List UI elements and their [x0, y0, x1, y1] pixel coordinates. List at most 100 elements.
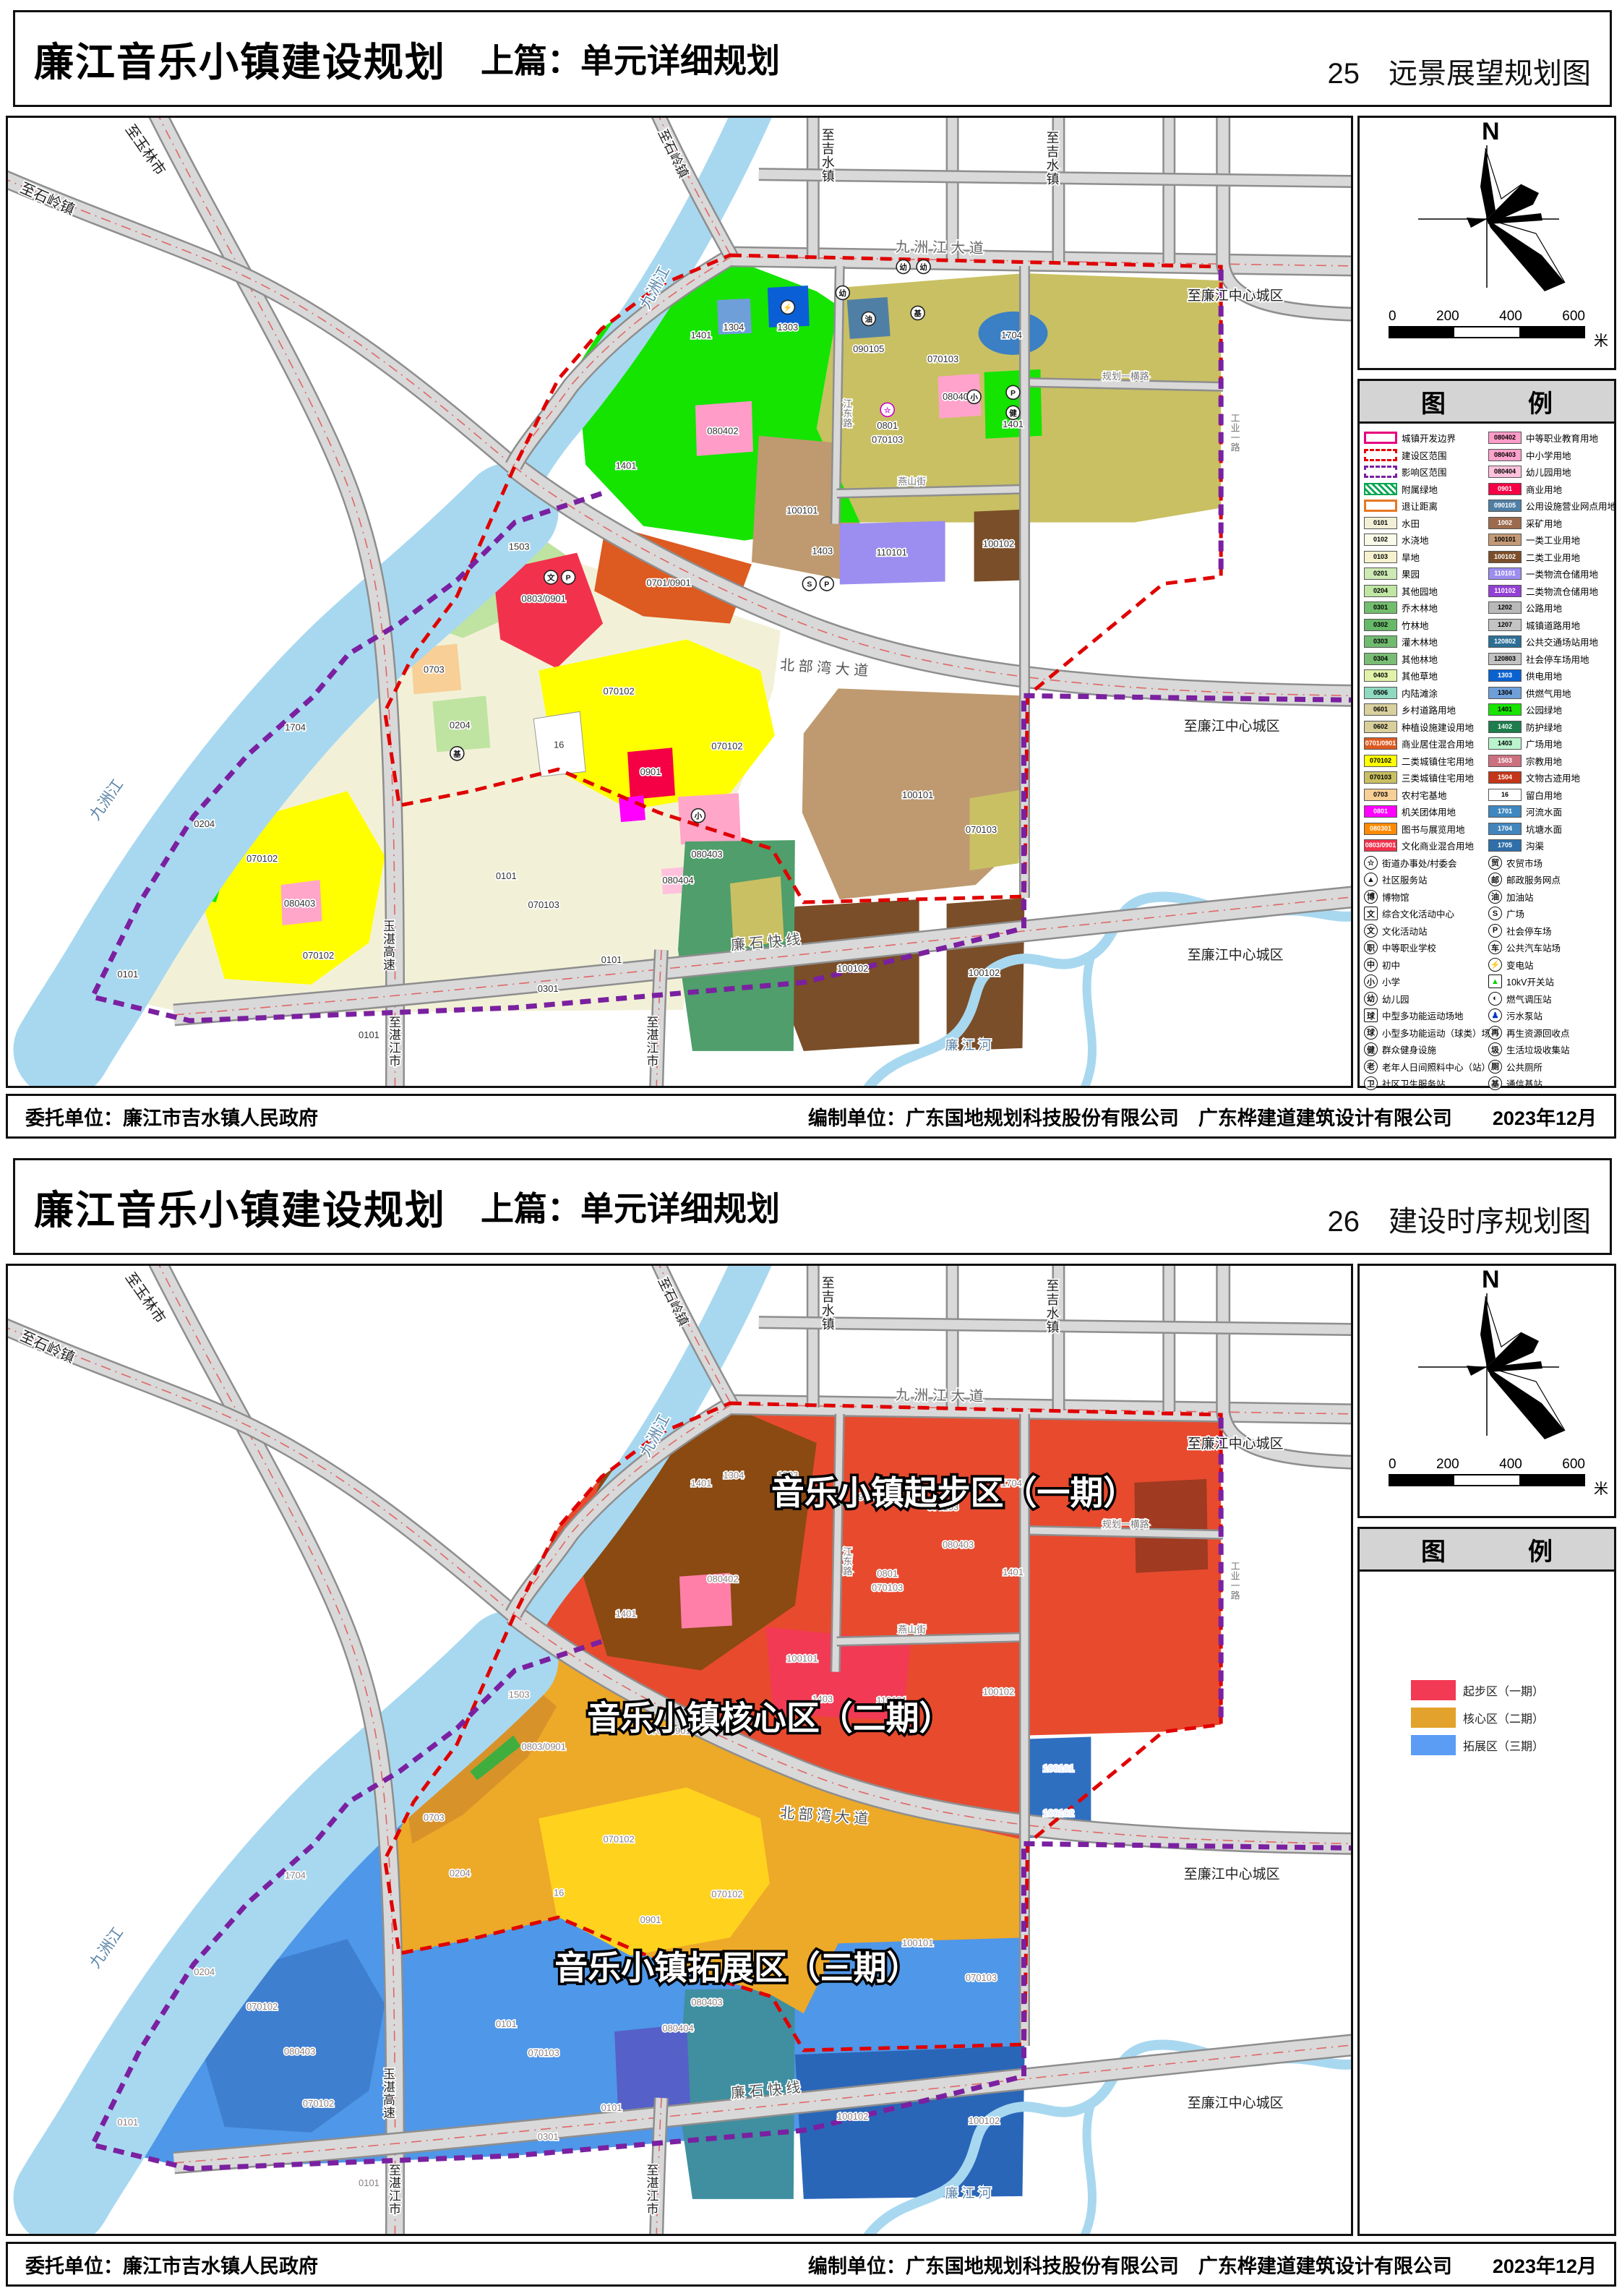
client-text-2: 委托单位：廉江市吉水镇人民政府	[25, 2255, 318, 2277]
legend-swatch: 16	[1488, 788, 1522, 801]
legend-label: 一类物流仓储用地	[1526, 570, 1599, 581]
facility-marker-glyph: 幼	[919, 262, 927, 272]
map-label: 110101	[877, 547, 907, 558]
map-label: 110101	[877, 1695, 907, 1706]
map-label: 070102	[603, 1833, 634, 1844]
map-label: 090105	[853, 1491, 884, 1502]
road-centerline	[731, 1404, 1351, 1415]
phase-label: 起步区（一期）	[1463, 1686, 1545, 1698]
legend-icon-label: 街道办事处/村委会	[1382, 858, 1457, 869]
加油站-icon: 油	[1488, 889, 1502, 904]
legend-icon-row-博物馆: 博博物馆	[1364, 888, 1485, 906]
中等职业学校-icon: 职	[1364, 941, 1378, 955]
燃气调压站-icon: ◐	[1488, 991, 1502, 1006]
panel1-title-bar: 廉江音乐小镇建设规划 上篇：单元详细规划 25 远景展望规划图	[13, 10, 1612, 107]
map-label: 080403	[691, 1997, 722, 2008]
map-label: 0901	[640, 1914, 661, 1925]
map-label: 090105	[853, 343, 884, 354]
legend-swatch: 0601	[1364, 703, 1397, 716]
road	[1024, 379, 1224, 390]
facility-marker	[802, 576, 818, 591]
legend-swatch: 0304	[1364, 652, 1397, 665]
legend-row-0204: 0204 其他园地	[1364, 583, 1485, 600]
legend-label: 三类城镇住宅用地	[1402, 774, 1475, 784]
map-label: 100101	[902, 1937, 933, 1948]
map-label: 0701/0901	[646, 1726, 690, 1736]
legend-row-080403: 080403 中小学用地	[1488, 447, 1610, 464]
legend-label: 果园	[1402, 570, 1420, 581]
legend-swatch: 1207	[1488, 618, 1522, 631]
map-label: 100101	[786, 505, 818, 516]
land-use-zone	[678, 1988, 795, 2199]
公共厕所-icon: 厕	[1488, 1059, 1502, 1074]
legend-label: 二类工业用地	[1526, 552, 1581, 563]
map-label: 玉湛高速	[383, 2068, 395, 2120]
legend-row-0304: 0304 其他林地	[1364, 651, 1485, 668]
legend-swatch: 1403	[1488, 737, 1522, 750]
legend-icon-label: 邮政服务网点	[1506, 875, 1561, 886]
map-26-phasing-plan: 1401 1401 1401 1303 1304 090105 070103 070103 07…	[6, 1264, 1353, 2236]
phase-zone-label: 音乐小镇起步区（一期）	[771, 1474, 1136, 1512]
facility-marker	[543, 570, 559, 585]
facility-marker-glyph: 油	[864, 314, 872, 324]
map-label: 至吉水镇	[822, 1276, 835, 1332]
legend-icon-label: 中型多功能运动场地	[1382, 1011, 1464, 1022]
map-label: 1401	[691, 1478, 712, 1488]
legend-row-1705: 1705 沟渠	[1488, 837, 1610, 854]
legend-row-0302: 0302 竹林地	[1364, 617, 1485, 634]
legend-label: 公共交通场站用地	[1526, 638, 1599, 648]
map-label: 1403	[812, 546, 833, 557]
map-label: 070102	[246, 853, 278, 864]
legend-icon-label: 加油站	[1506, 892, 1534, 903]
legend-label: 二类城镇住宅用地	[1402, 756, 1475, 767]
legend-swatch: 0701/0901	[1364, 737, 1397, 750]
legend-icon-label: 群众健身设施	[1382, 1045, 1437, 1056]
map-label: 0101	[496, 870, 517, 881]
map-label: 1303	[777, 322, 798, 333]
legend-row-0303: 0303 灌木林地	[1364, 633, 1485, 651]
road	[758, 169, 1351, 187]
scale-bar: 0 200 400 600 米	[1389, 309, 1608, 349]
river	[13, 1611, 559, 2234]
legend-row-120803: 120803 社会停车场用地	[1488, 651, 1610, 668]
legend-swatch: 1504	[1488, 771, 1522, 784]
legend-label: 社会停车场用地	[1526, 654, 1589, 665]
road	[1217, 1266, 1351, 1468]
map-label: 至湛江市	[647, 1016, 659, 1068]
map-label: 至吉水镇	[1046, 131, 1059, 187]
legend-icon-label: 幼儿园	[1382, 994, 1409, 1005]
facility-marker-glyph: 小	[969, 393, 978, 402]
legend-swatch: 0602	[1364, 720, 1397, 733]
legend-icon-row-通信基站: 基通信基站	[1488, 1075, 1610, 1092]
legend-icon-label: 博物馆	[1382, 892, 1409, 903]
legend-swatch	[1364, 482, 1397, 495]
map-label: 070103	[528, 2047, 559, 2058]
legend-row-080404: 080404 幼儿园用地	[1488, 463, 1610, 481]
legend-label: 其他林地	[1402, 654, 1438, 665]
facility-marker	[780, 299, 796, 315]
facility-marker-glyph: S	[807, 581, 812, 589]
legend-icon-label: 公共厕所	[1506, 1062, 1543, 1073]
legend-icon-row-群众健身设施: 健群众健身设施	[1364, 1041, 1485, 1058]
land-use-zone	[802, 688, 1025, 900]
map-label: 1403	[812, 1694, 833, 1705]
map-label: 070102	[711, 740, 742, 751]
legend-row-1303: 1303 供电用地	[1488, 667, 1610, 685]
map-label: 廉 江 河	[945, 1038, 992, 1053]
map-label: 至廉江中心城区	[1188, 947, 1284, 963]
facility-marker	[861, 311, 877, 327]
再生资源回收点-icon: 再	[1488, 1025, 1502, 1040]
legend-row-1504: 1504 文物古迹用地	[1488, 769, 1610, 787]
legend-label: 河流水面	[1526, 808, 1563, 818]
map-label: 0801	[877, 1568, 898, 1579]
map-label: 至湛江市	[389, 2164, 401, 2216]
road-centerline	[512, 466, 1351, 697]
panel1-footer: 委托单位：廉江市吉水镇人民政府 编制单位：广东国地规划科技股份有限公司 广东桦建…	[6, 1094, 1616, 1139]
map-label: 080403	[284, 898, 315, 909]
map-label: 0101	[359, 1029, 379, 1040]
page-caption-25: 25 远景展望规划图	[1327, 58, 1592, 90]
legend-row-110101: 110101 一类物流仓储用地	[1488, 565, 1610, 583]
map-label: 070102	[303, 950, 334, 961]
legend-icon-row-污水泵站: ♟ 污水泵站	[1488, 1007, 1610, 1024]
map-label: 0204	[194, 818, 215, 829]
